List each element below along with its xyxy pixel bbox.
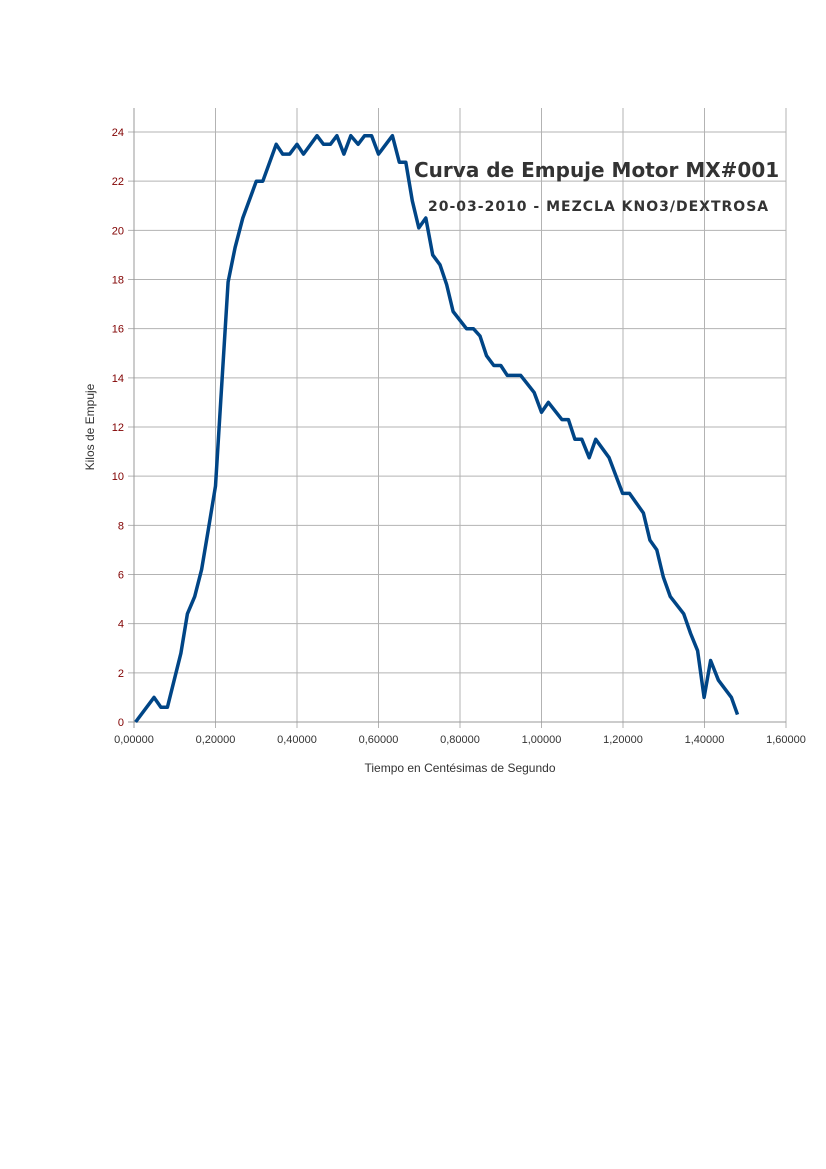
y-axis-title: Kilos de Empuje bbox=[83, 383, 97, 470]
x-tick-label: 1,40000 bbox=[685, 734, 725, 746]
thrust-line bbox=[134, 133, 740, 724]
y-tick-label: 18 bbox=[112, 275, 124, 287]
chart-subtitle: 20-03-2010 - MEZCLA KNO3/DEXTROSA bbox=[428, 199, 770, 215]
y-tick-label: 24 bbox=[112, 127, 124, 139]
y-tick-label: 8 bbox=[118, 520, 124, 532]
x-tick-label: 0,20000 bbox=[196, 734, 236, 746]
y-tick-label: 2 bbox=[118, 668, 124, 680]
y-tick-label: 16 bbox=[112, 324, 124, 336]
y-tick-label: 22 bbox=[112, 176, 124, 188]
x-tick-label: 1,20000 bbox=[603, 734, 643, 746]
y-tick-label: 20 bbox=[112, 225, 124, 237]
x-tick-label: 0,80000 bbox=[440, 734, 480, 746]
y-tick-label: 12 bbox=[112, 422, 124, 434]
x-tick-label: 0,40000 bbox=[277, 734, 317, 746]
x-tick-label: 0,60000 bbox=[359, 734, 399, 746]
x-tick-label: 1,60000 bbox=[766, 734, 806, 746]
x-tick-label: 0,00000 bbox=[114, 734, 154, 746]
chart-title: Curva de Empuje Motor MX#001 bbox=[414, 158, 780, 182]
y-tick-label: 14 bbox=[112, 373, 124, 385]
y-tick-label: 4 bbox=[118, 619, 124, 631]
y-tick-label: 10 bbox=[112, 471, 124, 483]
x-tick-label: 1,00000 bbox=[522, 734, 562, 746]
x-axis-title: Tiempo en Centésimas de Segundo bbox=[364, 761, 555, 775]
y-tick-label: 6 bbox=[118, 570, 124, 582]
y-tick-label: 0 bbox=[118, 717, 124, 729]
